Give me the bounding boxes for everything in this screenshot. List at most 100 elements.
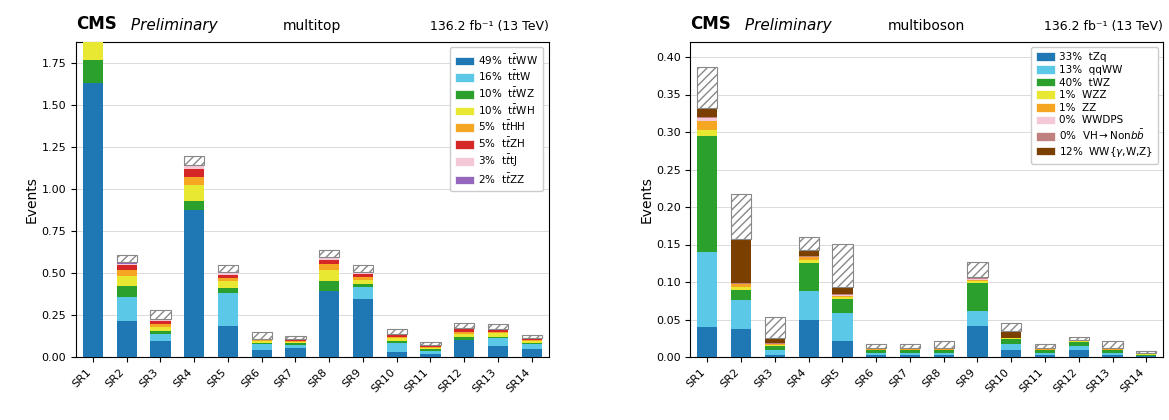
Legend: 49%  t$\bar{t}$WW, 16%  t$\bar{t}$tW, 10%  t$\bar{t}$WZ, 10%  t$\bar{t}$WH, 5%  : 49% t$\bar{t}$WW, 16% t$\bar{t}$tW, 10% … [450,47,544,191]
Bar [151,319,171,320]
Bar [251,350,272,357]
Bar [866,355,886,357]
Bar [151,310,171,319]
Bar [1068,342,1088,346]
Bar [353,280,373,284]
Bar [387,343,407,352]
Bar [217,278,238,281]
Bar [454,337,475,340]
Bar [487,330,509,331]
Bar [217,275,238,278]
Bar [217,289,238,293]
Bar [151,321,171,323]
Y-axis label: Events: Events [639,176,653,223]
Bar [697,131,718,136]
Bar [387,338,407,341]
Bar [967,326,988,357]
Bar [1102,355,1122,357]
Bar [251,332,272,339]
Bar [487,338,509,346]
Bar [697,117,718,118]
Bar [521,344,542,349]
Bar [832,299,852,313]
Bar [285,345,305,348]
Bar [487,332,509,333]
Bar [697,252,718,327]
Bar [1068,341,1088,342]
Bar [798,256,818,257]
Bar [117,276,137,286]
Bar [934,350,954,352]
Bar [765,346,786,349]
Bar [387,341,407,343]
Bar [967,277,988,278]
Bar [285,340,305,341]
Bar [731,194,752,239]
Bar [487,333,509,336]
Bar [900,349,920,350]
Bar [731,283,752,284]
Bar [832,341,852,357]
Bar [285,348,305,357]
Bar [454,329,475,332]
Bar [1102,341,1122,348]
Bar [285,343,305,345]
Bar [217,293,238,326]
Bar [521,349,542,357]
Bar [521,335,542,338]
Bar [83,16,103,24]
Bar [387,329,407,334]
Bar [353,276,373,280]
Bar [117,262,137,264]
Bar [454,328,475,329]
Bar [765,349,786,355]
Text: CMS: CMS [76,15,117,32]
Bar [765,317,786,338]
Bar [1035,344,1056,348]
Bar [83,0,103,12]
Bar [866,352,886,355]
Bar [934,349,954,350]
Bar [934,352,954,355]
Bar [251,340,272,341]
Bar [454,340,475,357]
Bar [798,320,818,357]
Bar [1001,349,1022,357]
Bar [421,349,441,351]
Bar [319,260,339,264]
Bar [184,165,205,166]
Bar [798,257,818,260]
Bar [319,281,339,291]
Bar [731,239,752,283]
Bar [251,341,272,343]
Bar [353,272,373,273]
Bar [117,286,137,297]
Bar [1035,352,1056,355]
Bar [83,41,103,60]
Bar [151,320,171,321]
Bar [900,348,920,349]
Bar [697,108,718,117]
Bar [184,201,205,210]
Bar [934,341,954,348]
Bar [454,334,475,337]
Bar [151,341,171,357]
Bar [353,284,373,287]
Bar [1035,348,1056,349]
Bar [731,328,752,357]
Bar [117,321,137,357]
Bar [967,283,988,311]
Bar [184,177,205,185]
Text: Preliminary: Preliminary [125,18,217,32]
Bar [1001,323,1022,331]
Bar [697,136,718,252]
Bar [319,264,339,270]
Bar [765,345,786,346]
Bar [521,339,542,340]
Bar [798,291,818,320]
Bar [319,257,339,258]
Bar [765,338,786,343]
Legend: 33%  tZq, 13%  qqWW, 40%  tWZ, 1%  WZZ, 1%  ZZ, 0%  WWDPS, 0%  VH$\rightarrow$No: 33% tZq, 13% qqWW, 40% tWZ, 1% WZZ, 1% Z… [1031,47,1158,164]
Bar [798,262,818,291]
Bar [217,272,238,273]
